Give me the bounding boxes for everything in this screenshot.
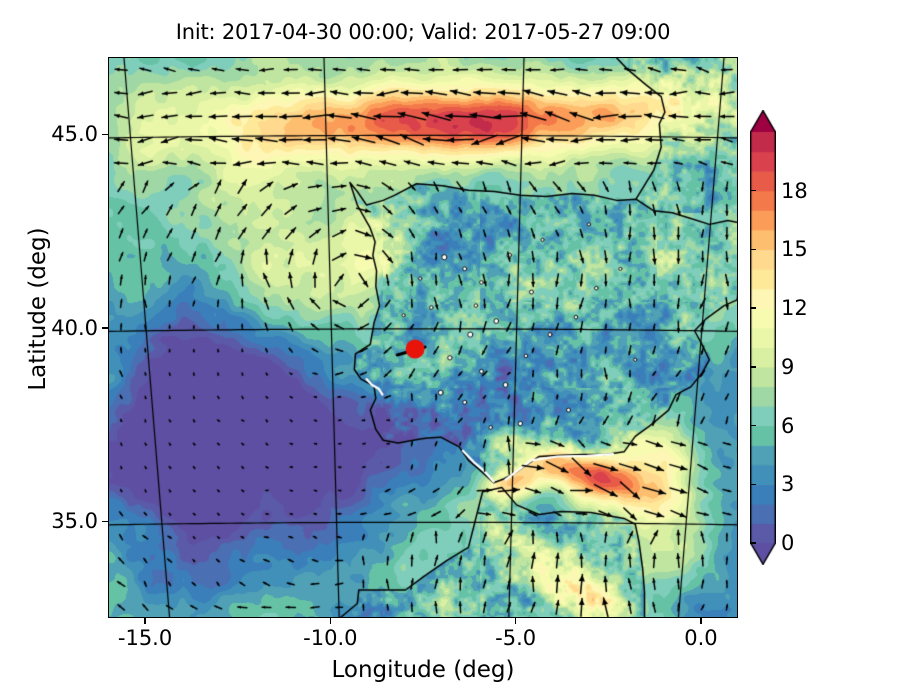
y-tick-label: 45.0 bbox=[51, 122, 98, 147]
colorbar-tick-mark bbox=[750, 424, 756, 427]
colorbar-tick-mark bbox=[750, 542, 756, 544]
colorbar-tick-label: 0 bbox=[781, 531, 795, 555]
colorbar-tick-label: 12 bbox=[781, 296, 808, 321]
x-axis-label: Longitude (deg) bbox=[331, 657, 515, 683]
colorbar-tick-label: 6 bbox=[781, 413, 795, 438]
colorbar-tick-label: 15 bbox=[781, 237, 808, 262]
colorbar-tick-mark bbox=[750, 307, 756, 309]
y-axis-label: Latitude (deg) bbox=[25, 227, 51, 391]
y-tick-mark bbox=[102, 327, 108, 329]
y-tick-label: 40.0 bbox=[51, 315, 98, 340]
x-tick-label: 0.0 bbox=[684, 626, 718, 650]
colorbar-tick-label: 9 bbox=[781, 354, 795, 379]
page-title: Init: 2017-04-30 00:00; Valid: 2017-05-2… bbox=[175, 20, 671, 44]
x-tick-label: -5.0 bbox=[495, 626, 537, 650]
colorbar-tick-mark bbox=[750, 366, 756, 368]
colorbar bbox=[750, 110, 776, 565]
colorbar-tick-mark bbox=[750, 248, 756, 251]
x-tick-mark bbox=[514, 618, 517, 624]
coastlines-and-wind-vectors bbox=[109, 58, 737, 617]
colorbar-tick-mark bbox=[750, 483, 756, 485]
x-tick-mark bbox=[329, 618, 332, 624]
x-tick-label: -15.0 bbox=[117, 626, 173, 650]
x-tick-mark bbox=[144, 618, 146, 624]
y-tick-mark bbox=[102, 133, 108, 136]
y-tick-label: 35.0 bbox=[51, 509, 98, 534]
colorbar-tick-label: 3 bbox=[781, 472, 795, 497]
map-plot-area[interactable] bbox=[108, 57, 738, 618]
colorbar-tick-label: 18 bbox=[781, 178, 808, 203]
y-tick-mark bbox=[102, 520, 108, 522]
x-tick-mark bbox=[700, 618, 702, 624]
colorbar-tick-mark bbox=[750, 190, 756, 192]
colorbar-gradient bbox=[750, 110, 776, 565]
x-tick-label: -10.0 bbox=[303, 626, 358, 650]
